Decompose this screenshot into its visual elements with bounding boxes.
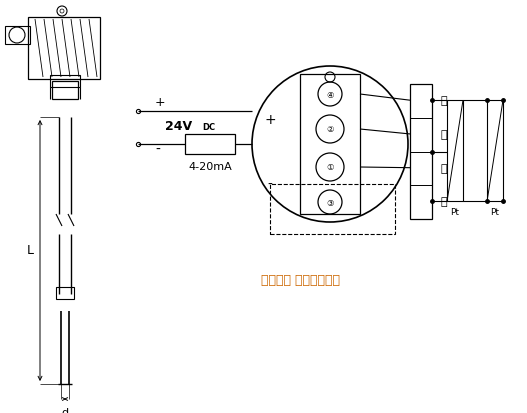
Bar	[56, 287, 74, 299]
Text: 4-20mA: 4-20mA	[188, 161, 232, 171]
Text: ③: ③	[326, 198, 334, 207]
Bar	[270, 185, 395, 235]
Bar	[410, 85, 432, 219]
Text: 红: 红	[441, 197, 447, 207]
Text: ①: ①	[326, 163, 334, 172]
Text: Pt: Pt	[451, 207, 460, 216]
Bar	[52, 82, 78, 100]
Bar	[185, 135, 235, 154]
Bar	[5, 27, 30, 45]
Text: ②: ②	[326, 125, 334, 134]
Text: 红: 红	[441, 163, 447, 173]
Bar	[300, 75, 360, 214]
Text: +: +	[264, 113, 276, 127]
Text: d: d	[62, 407, 69, 413]
Text: 白: 白	[441, 130, 447, 140]
Bar	[50, 76, 80, 88]
Text: +: +	[155, 95, 165, 108]
Text: L: L	[26, 244, 34, 257]
Text: 24V: 24V	[165, 120, 192, 133]
Text: Pt: Pt	[491, 207, 500, 216]
Bar	[487, 101, 503, 202]
Text: -: -	[268, 178, 272, 192]
Bar	[447, 101, 463, 202]
Text: DC: DC	[202, 122, 215, 131]
Text: 白: 白	[441, 96, 447, 106]
Text: ④: ④	[326, 90, 334, 99]
Text: -: -	[155, 142, 160, 157]
Text: 热电阱： 三线或四线制: 热电阱： 三线或四线制	[260, 273, 339, 286]
